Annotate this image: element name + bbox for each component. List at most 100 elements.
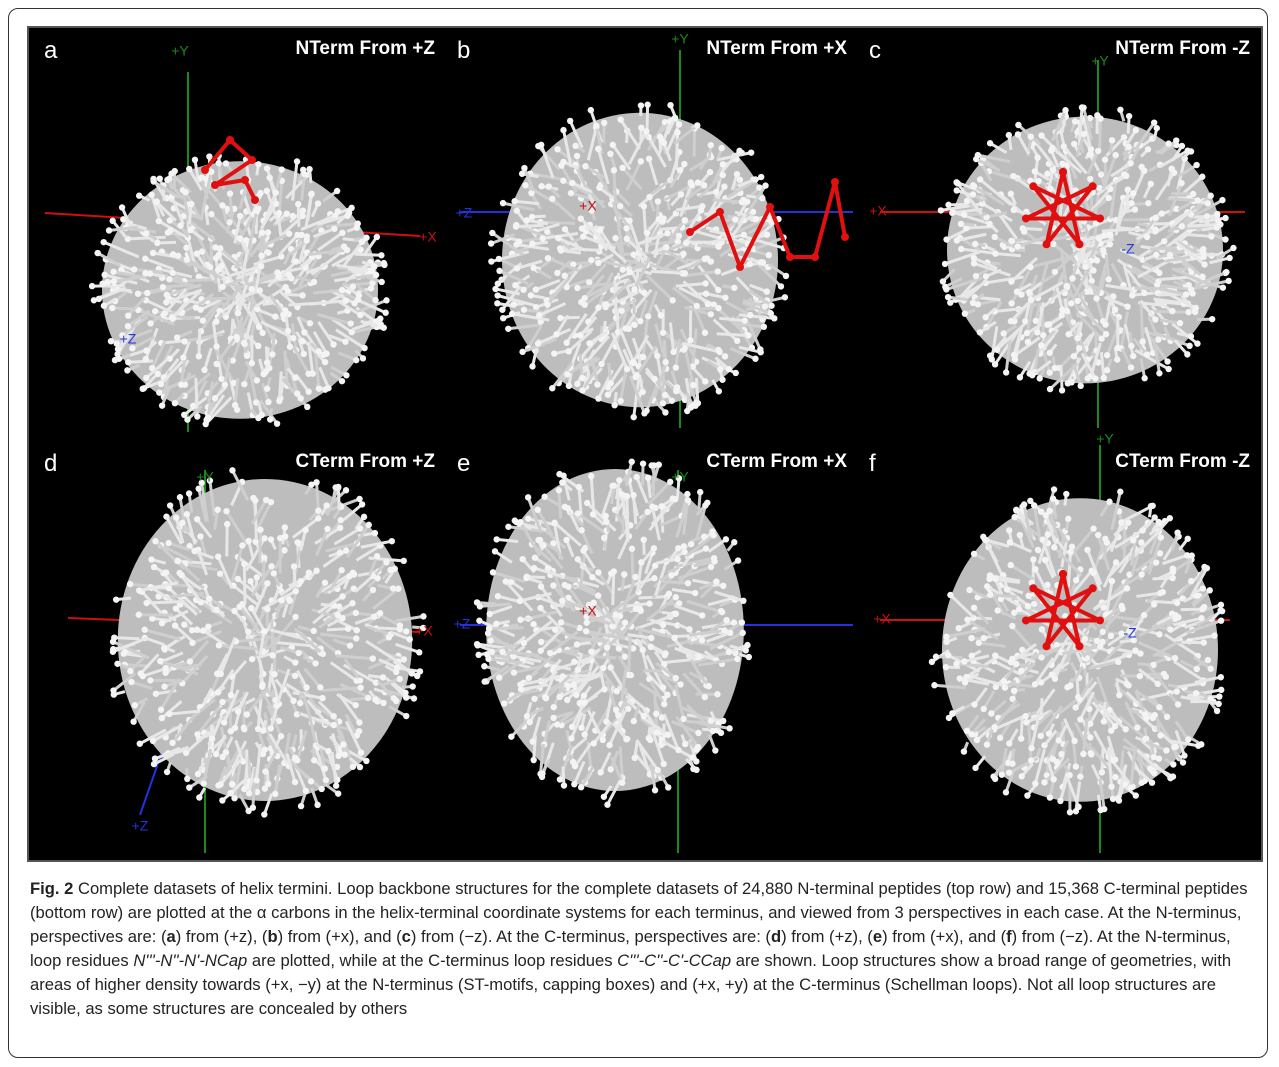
loop-atom [272, 791, 278, 797]
loop-atom [622, 619, 628, 625]
loop-atom [1129, 292, 1135, 298]
loop-atom [342, 338, 348, 344]
loop-atom [314, 802, 320, 808]
loop-atom [971, 255, 977, 261]
loop-atom [403, 628, 409, 634]
loop-atom [624, 366, 630, 372]
loop-atom [680, 716, 686, 722]
loop-atom [110, 269, 116, 275]
loop-atom [536, 312, 542, 318]
loop-atom [638, 102, 644, 108]
loop-atom [1030, 556, 1036, 562]
loop-atom [165, 540, 171, 546]
loop-atom [1087, 288, 1093, 294]
loop-atom [172, 622, 178, 628]
loop-atom [652, 787, 658, 793]
loop-atom [575, 556, 581, 562]
loop-atom [726, 366, 732, 372]
loop-atom [710, 532, 716, 538]
loop-atom [1047, 386, 1053, 392]
loop-atom [344, 213, 350, 219]
loop-atom [565, 683, 571, 689]
loop-atom [359, 501, 365, 507]
loop-atom [292, 614, 298, 620]
reference-atom [786, 253, 794, 261]
loop-atom [322, 580, 328, 586]
loop-atom [762, 182, 768, 188]
loop-atom [1200, 585, 1206, 591]
loop-atom [640, 647, 646, 653]
loop-stick [617, 309, 618, 332]
loop-atom [493, 536, 499, 542]
loop-stick [230, 194, 232, 216]
loop-atom [1186, 343, 1192, 349]
loop-atom [347, 320, 353, 326]
loop-atom [981, 706, 987, 712]
loop-atom [1064, 308, 1070, 314]
loop-atom [370, 587, 376, 593]
loop-atom [562, 226, 568, 232]
loop-atom [223, 508, 229, 514]
loop-atom [321, 765, 327, 771]
loop-atom [365, 695, 371, 701]
loop-atom [1190, 191, 1196, 197]
loop-atom [672, 115, 678, 121]
loop-atom [276, 398, 282, 404]
loop-atom [121, 650, 127, 656]
loop-atom [262, 746, 268, 752]
loop-atom [167, 227, 173, 233]
loop-atom [177, 222, 183, 228]
loop-atom [212, 395, 218, 401]
loop-atom [1114, 356, 1120, 362]
loop-atom [267, 416, 273, 422]
loop-atom [269, 351, 275, 357]
loop-atom [687, 337, 693, 343]
loop-stick [279, 371, 281, 401]
loop-atom [142, 256, 148, 262]
loop-atom [739, 199, 745, 205]
loop-atom [353, 610, 359, 616]
loop-atom [357, 525, 363, 531]
loop-atom [723, 617, 729, 623]
loop-atom [216, 642, 222, 648]
loop-atom [697, 489, 703, 495]
loop-atom [1010, 173, 1016, 179]
loop-atom [611, 402, 617, 408]
loop-atom [265, 781, 271, 787]
loop-atom [371, 614, 377, 620]
loop-atom [690, 402, 696, 408]
loop-atom [481, 678, 487, 684]
loop-atom [753, 216, 759, 222]
loop-atom [474, 642, 480, 648]
loop-atom [539, 770, 545, 776]
loop-atom [1214, 708, 1220, 714]
loop-atom [661, 140, 667, 146]
loop-atom [493, 621, 499, 627]
loop-atom [163, 299, 169, 305]
loop-atom [1038, 342, 1044, 348]
loop-atom [580, 547, 586, 553]
loop-atom [494, 300, 500, 306]
loop-stick [338, 487, 339, 510]
loop-stick [663, 366, 664, 403]
loop-atom [1173, 744, 1179, 750]
loop-stick [1186, 234, 1212, 236]
loop-stick [696, 378, 698, 403]
loop-atom [1002, 684, 1008, 690]
loop-atom [261, 554, 267, 560]
loop-atom [372, 530, 378, 536]
loop-atom [264, 606, 270, 612]
loop-atom [252, 497, 258, 503]
axis-label: +Y [671, 469, 689, 485]
loop-atom [1218, 687, 1224, 693]
loop-atom [297, 700, 303, 706]
reference-atom [1075, 240, 1083, 248]
loop-atom [1188, 148, 1194, 154]
loop-atom [357, 677, 363, 683]
loop-atom [147, 320, 153, 326]
loop-atom [954, 187, 960, 193]
loop-atom [631, 286, 637, 292]
loop-atom [246, 790, 252, 796]
loop-atom [564, 371, 570, 377]
loop-stick [497, 539, 518, 541]
